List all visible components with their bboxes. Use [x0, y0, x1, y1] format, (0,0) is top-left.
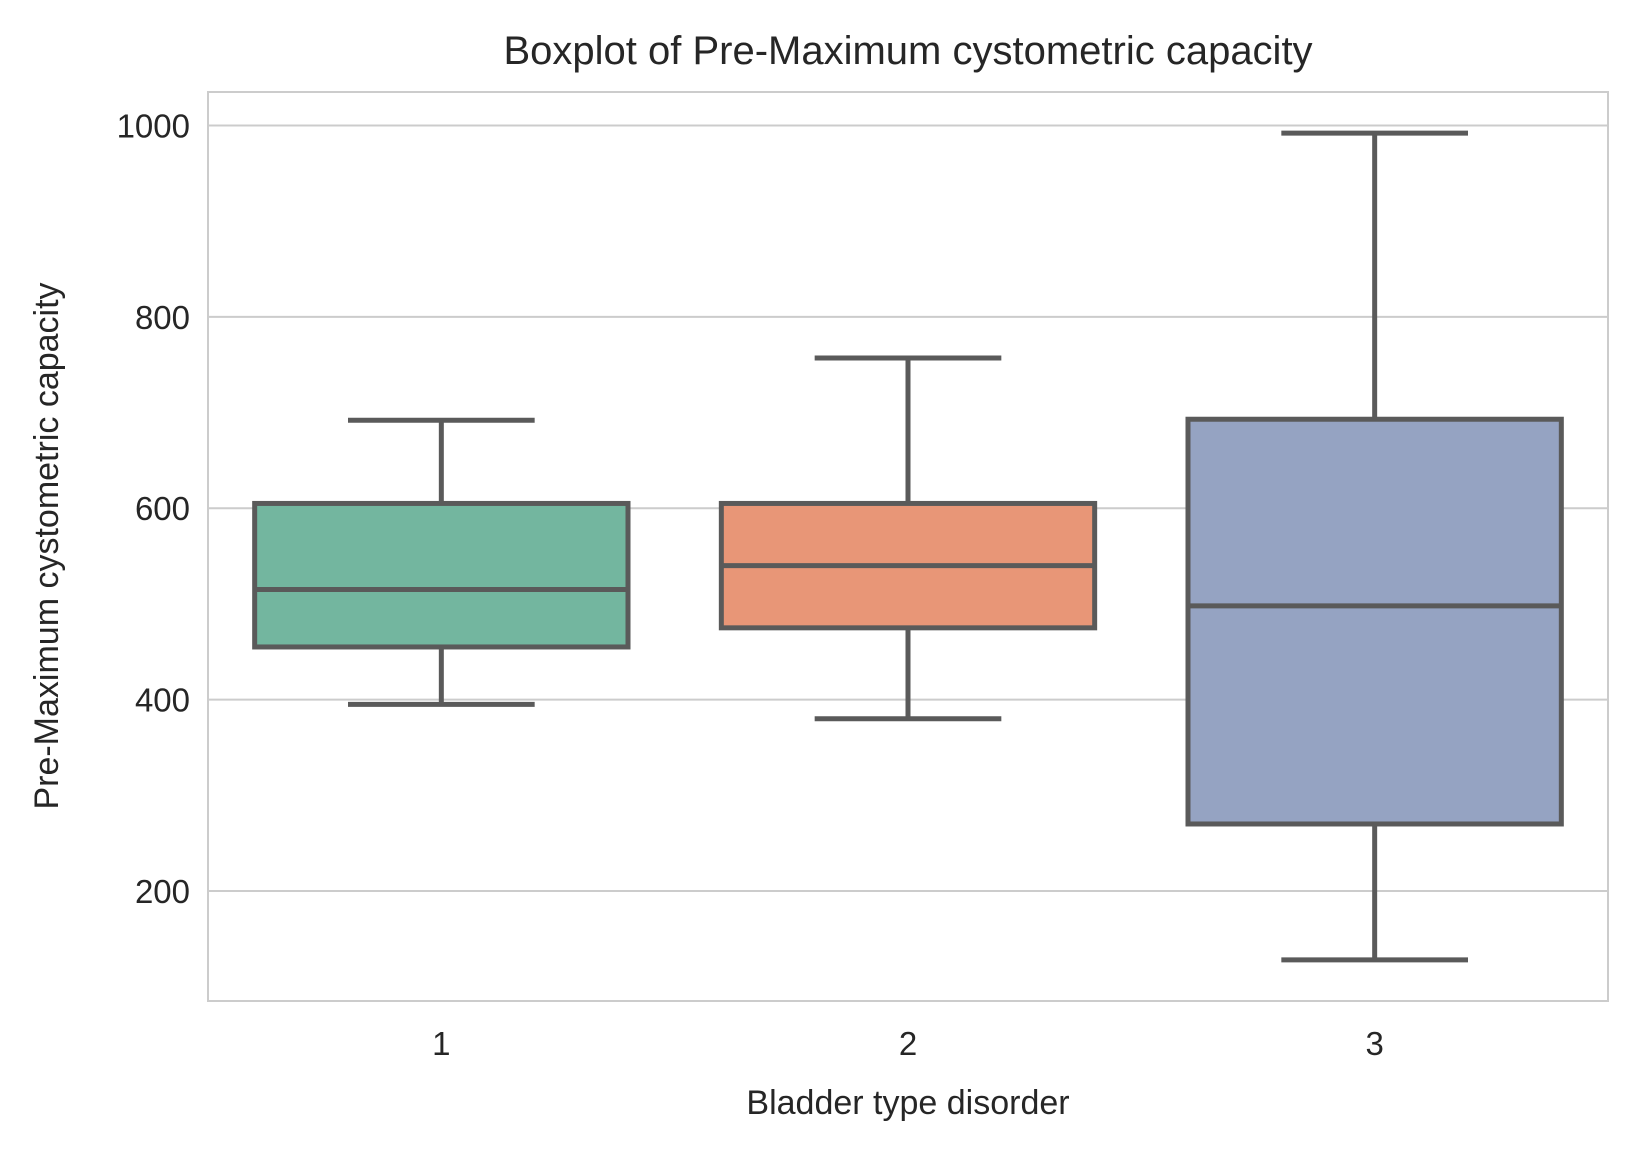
box-group-3	[1185, 130, 1564, 963]
y-tick-label: 200	[135, 873, 190, 910]
plot-frame	[207, 91, 1609, 1002]
y-axis-ticks: 200 400 600 800 1000	[117, 107, 190, 909]
chart-title: Boxplot of Pre-Maximum cystometric capac…	[503, 29, 1312, 73]
y-tick-label: 600	[135, 490, 190, 527]
x-axis-ticks: 1 2 3	[432, 1025, 1384, 1062]
box-group-2	[718, 355, 1098, 722]
x-tick-label: 2	[899, 1025, 917, 1062]
x-tick-label: 1	[432, 1025, 450, 1062]
iqr-box	[1185, 416, 1564, 827]
y-tick-label: 400	[135, 682, 190, 719]
x-axis-label: Bladder type disorder	[746, 1084, 1069, 1122]
iqr-box	[252, 500, 631, 650]
y-axis-label: Pre-Maximum cystometric capacity	[28, 282, 66, 809]
x-tick-label: 3	[1365, 1025, 1383, 1062]
y-tick-label: 800	[135, 299, 190, 336]
box-group-1	[252, 417, 631, 707]
box-series	[252, 130, 1564, 963]
y-tick-label: 1000	[117, 107, 190, 144]
